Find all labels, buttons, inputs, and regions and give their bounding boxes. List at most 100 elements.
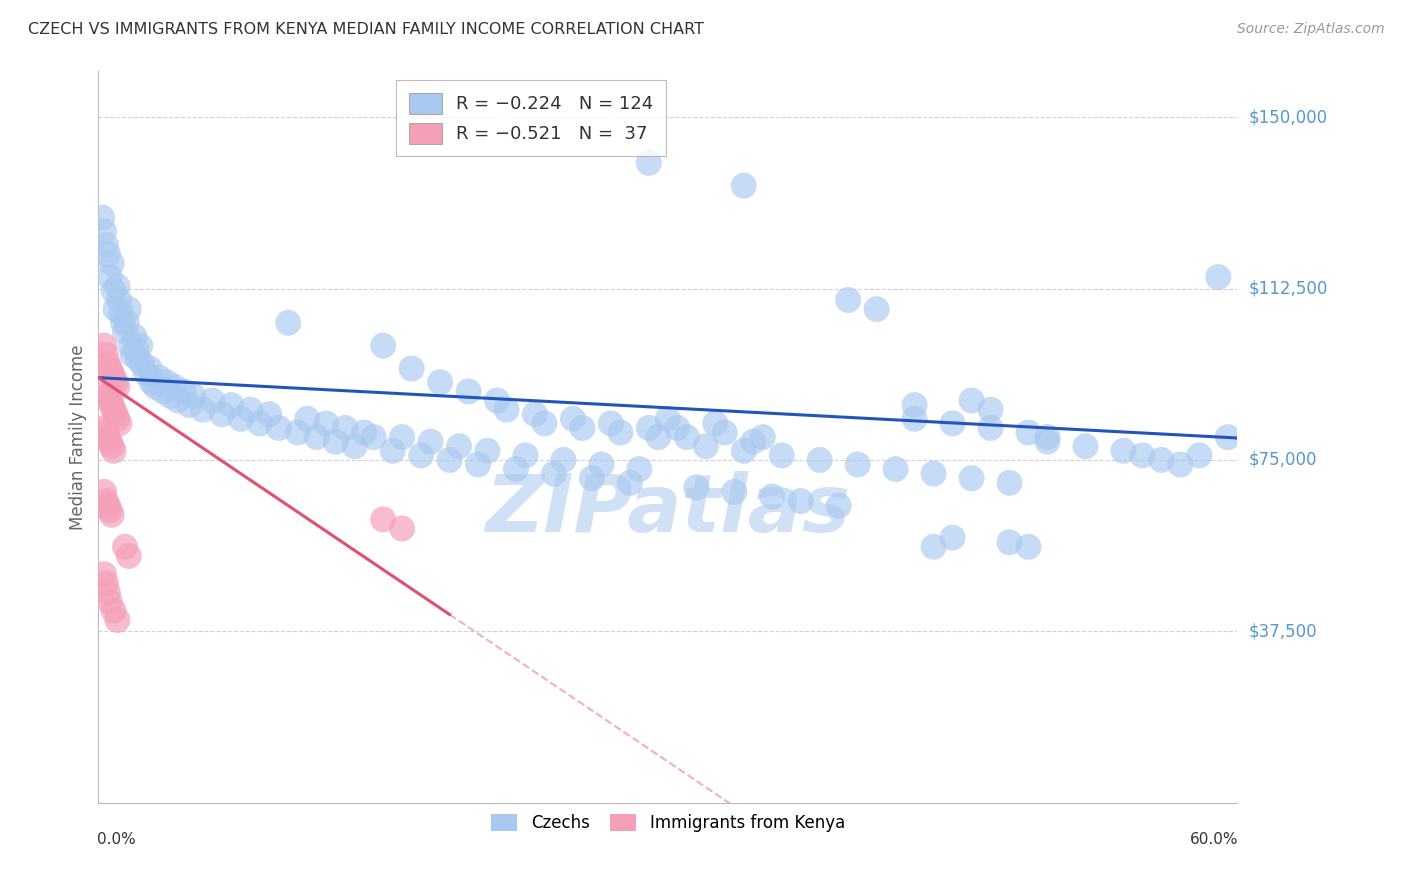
Czechs (411, 448, 433, 462)
Czechs (515, 448, 537, 462)
Immigrants from Kenya (107, 380, 129, 394)
Czechs (135, 366, 157, 380)
Czechs (371, 338, 394, 352)
Czechs (191, 402, 214, 417)
Immigrants from Kenya (371, 512, 394, 526)
Czechs (676, 430, 699, 444)
Czechs (305, 430, 328, 444)
Czechs (714, 425, 737, 440)
Czechs (790, 494, 813, 508)
Czechs (115, 316, 138, 330)
Czechs (628, 462, 651, 476)
Immigrants from Kenya (97, 389, 120, 403)
Czechs (259, 407, 281, 421)
Immigrants from Kenya (100, 366, 122, 380)
Czechs (942, 531, 965, 545)
Czechs (1150, 453, 1173, 467)
Czechs (884, 462, 907, 476)
Czechs (638, 155, 661, 169)
Czechs (93, 224, 115, 238)
Czechs (666, 421, 689, 435)
Text: $37,500: $37,500 (1249, 623, 1317, 640)
Czechs (904, 411, 927, 425)
Czechs (1074, 439, 1097, 453)
Czechs (704, 417, 727, 431)
Text: $112,500: $112,500 (1249, 279, 1327, 298)
Czechs (543, 467, 565, 481)
Czechs (156, 375, 179, 389)
Text: ZIPatlas: ZIPatlas (485, 471, 851, 549)
Czechs (112, 316, 135, 330)
Immigrants from Kenya (98, 503, 121, 517)
Immigrants from Kenya (103, 443, 125, 458)
Czechs (866, 301, 889, 317)
Immigrants from Kenya (94, 384, 117, 399)
Text: $150,000: $150,000 (1249, 108, 1327, 126)
Czechs (127, 352, 149, 367)
Czechs (638, 421, 661, 435)
Czechs (129, 338, 152, 352)
Czechs (571, 421, 593, 435)
Czechs (609, 425, 631, 440)
Czechs (467, 458, 489, 472)
Immigrants from Kenya (104, 407, 127, 421)
Czechs (97, 247, 120, 261)
Czechs (553, 453, 575, 467)
Czechs (267, 421, 290, 435)
Czechs (1112, 443, 1135, 458)
Czechs (1018, 540, 1040, 554)
Czechs (94, 238, 117, 252)
Czechs (159, 389, 181, 403)
Czechs (1036, 430, 1059, 444)
Czechs (104, 301, 127, 317)
Czechs (562, 411, 585, 425)
Czechs (1216, 430, 1239, 444)
Czechs (581, 471, 603, 485)
Czechs (325, 434, 347, 449)
Czechs (477, 443, 499, 458)
Czechs (335, 421, 357, 435)
Czechs (439, 453, 461, 467)
Czechs (1018, 425, 1040, 440)
Czechs (960, 471, 983, 485)
Czechs (1036, 434, 1059, 449)
Czechs (138, 361, 160, 376)
Czechs (343, 439, 366, 453)
Immigrants from Kenya (94, 348, 117, 362)
Czechs (505, 462, 527, 476)
Czechs (922, 467, 945, 481)
Czechs (401, 361, 423, 376)
Immigrants from Kenya (97, 499, 120, 513)
Czechs (828, 499, 851, 513)
Czechs (173, 384, 195, 399)
Czechs (152, 384, 174, 399)
Immigrants from Kenya (100, 508, 122, 522)
Czechs (533, 417, 555, 431)
Czechs (125, 343, 148, 358)
Czechs (179, 398, 201, 412)
Czechs (131, 357, 153, 371)
Czechs (904, 398, 927, 412)
Czechs (685, 480, 707, 494)
Czechs (733, 178, 755, 193)
Immigrants from Kenya (118, 549, 141, 563)
Czechs (1170, 458, 1192, 472)
Czechs (1188, 448, 1211, 462)
Czechs (124, 329, 146, 343)
Czechs (723, 484, 745, 499)
Czechs (808, 453, 831, 467)
Czechs (752, 430, 775, 444)
Czechs (922, 540, 945, 554)
Czechs (979, 402, 1001, 417)
Czechs (998, 475, 1021, 490)
Immigrants from Kenya (93, 421, 115, 435)
Czechs (391, 430, 413, 444)
Immigrants from Kenya (98, 393, 121, 408)
Czechs (419, 434, 441, 449)
Czechs (761, 490, 783, 504)
Legend: Czechs, Immigrants from Kenya: Czechs, Immigrants from Kenya (484, 807, 852, 838)
Czechs (287, 425, 309, 440)
Czechs (837, 293, 859, 307)
Immigrants from Kenya (93, 484, 115, 499)
Czechs (657, 411, 679, 425)
